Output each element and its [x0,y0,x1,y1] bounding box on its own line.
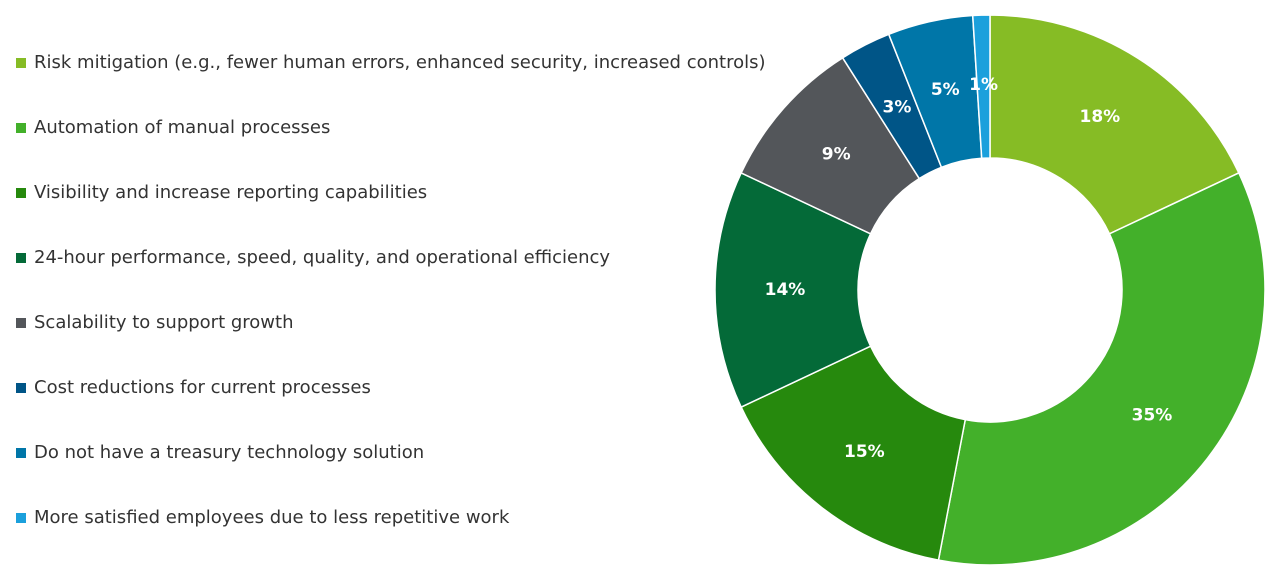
legend-label: 24-hour performance, speed, quality, and… [34,247,611,268]
legend-swatch [16,382,26,393]
data-label: 5% [931,80,960,100]
legend-label: More satisfied employees due to less rep… [34,507,510,528]
legend-swatch [16,317,26,328]
legend-label: Cost reductions for current processes [34,377,371,398]
legend-swatch [16,447,26,458]
data-label: 18% [1079,107,1120,127]
legend-swatch [16,252,26,263]
legend-swatch [16,512,26,523]
donut-slice [937,171,1266,566]
data-label: 35% [1132,406,1173,426]
data-label: 14% [765,280,806,300]
legend-label: Automation of manual processes [34,117,331,138]
legend-label: Scalability to support growth [34,312,294,333]
legend-item: Automation of manual processes [16,117,330,138]
data-label: 3% [882,97,911,117]
legend-item: More satisfied employees due to less rep… [16,507,509,528]
legend-item: Cost reductions for current processes [16,377,371,398]
legend-item: 24-hour performance, speed, quality, and… [16,247,610,268]
legend-item: Risk mitigation (e.g., fewer human error… [16,52,766,73]
legend-swatch [16,187,26,198]
donut-slice [714,171,872,409]
legend-label: Do not have a treasury technology soluti… [34,442,425,463]
legend-item: Do not have a treasury technology soluti… [16,442,424,463]
legend-label: Visibility and increase reporting capabi… [34,182,428,203]
legend-item: Scalability to support growth [16,312,294,333]
donut-slice [989,14,1240,235]
legend-swatch [16,57,26,68]
donut-slice [971,14,991,160]
data-label: 1% [969,75,998,95]
data-label: 15% [844,442,885,462]
data-label: 9% [822,144,851,164]
legend-item: Visibility and increase reporting capabi… [16,182,427,203]
legend-swatch [16,122,26,133]
legend-label: Risk mitigation (e.g., fewer human error… [34,52,766,73]
donut-slice [740,345,967,562]
